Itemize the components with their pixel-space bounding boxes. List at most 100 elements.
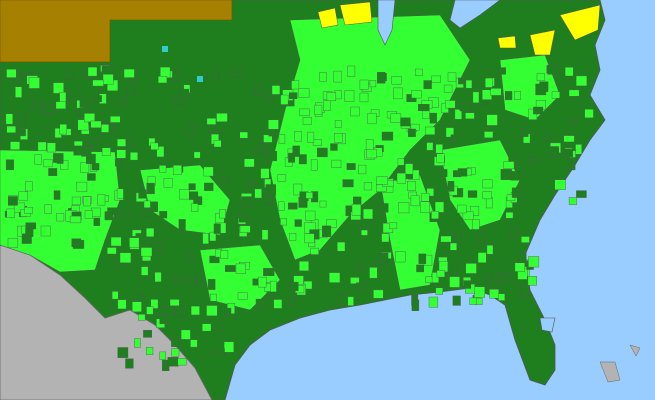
county — [266, 150, 277, 162]
county — [453, 232, 462, 243]
county — [331, 159, 342, 168]
county — [215, 325, 223, 332]
county — [425, 126, 436, 135]
county — [326, 92, 337, 102]
county — [322, 225, 332, 237]
county — [16, 115, 25, 126]
county — [77, 119, 89, 131]
county — [367, 112, 377, 125]
county — [34, 154, 42, 165]
county — [418, 103, 430, 111]
county — [528, 108, 538, 120]
county — [291, 80, 300, 90]
county — [369, 267, 378, 279]
county — [110, 115, 121, 123]
county — [422, 110, 430, 120]
great-lakes — [377, 0, 556, 333]
county — [429, 112, 437, 124]
county — [447, 181, 455, 192]
county — [465, 79, 473, 89]
county — [171, 348, 180, 357]
county — [289, 281, 299, 291]
county — [188, 191, 199, 200]
county — [213, 223, 221, 234]
county — [505, 211, 514, 219]
county — [454, 109, 463, 120]
county — [204, 182, 214, 191]
cyan-mark — [197, 76, 203, 82]
county — [347, 65, 356, 77]
county — [116, 188, 124, 199]
county — [342, 179, 354, 188]
county — [150, 299, 159, 309]
county — [490, 281, 500, 289]
county — [169, 299, 180, 306]
county — [56, 213, 65, 222]
county — [363, 182, 373, 191]
county — [6, 125, 17, 133]
county — [106, 247, 117, 255]
county — [369, 79, 377, 88]
county — [254, 188, 262, 199]
county — [190, 305, 200, 316]
county — [143, 200, 151, 208]
county — [377, 72, 386, 84]
county — [509, 229, 519, 239]
county — [125, 358, 134, 369]
county — [575, 75, 588, 87]
county — [235, 263, 246, 274]
county — [60, 160, 69, 170]
county — [376, 176, 388, 185]
county — [350, 277, 360, 284]
county — [520, 285, 529, 298]
county — [157, 75, 168, 84]
county — [445, 127, 454, 138]
county — [83, 196, 91, 207]
county — [91, 207, 101, 217]
county — [25, 227, 34, 237]
county — [323, 100, 331, 111]
county — [421, 193, 430, 202]
county — [69, 215, 82, 224]
county — [97, 194, 106, 206]
county — [53, 190, 61, 200]
county — [346, 163, 356, 170]
county — [378, 203, 389, 213]
county — [389, 222, 398, 230]
county — [55, 101, 66, 110]
county — [72, 240, 85, 249]
county — [391, 75, 402, 85]
county — [469, 297, 477, 305]
county — [544, 133, 553, 142]
county — [514, 90, 521, 100]
county — [344, 90, 355, 102]
county — [305, 210, 316, 221]
county — [359, 79, 369, 90]
county — [28, 77, 40, 89]
county — [380, 252, 389, 263]
county — [123, 68, 135, 78]
county — [179, 88, 189, 100]
county — [310, 159, 318, 171]
county — [329, 272, 341, 283]
county — [440, 235, 452, 243]
county — [426, 142, 434, 151]
county — [314, 104, 323, 115]
county — [319, 200, 327, 208]
county — [114, 158, 122, 167]
county — [489, 289, 500, 299]
county — [450, 264, 458, 276]
county — [551, 91, 560, 99]
county — [482, 89, 492, 100]
county — [381, 233, 390, 243]
county — [5, 113, 13, 125]
county — [505, 91, 513, 101]
county — [185, 125, 196, 135]
county — [482, 179, 493, 189]
county — [90, 120, 102, 128]
cyan-mark — [162, 46, 168, 52]
county — [428, 296, 439, 308]
county — [271, 85, 281, 95]
county — [84, 113, 95, 123]
county — [374, 261, 382, 272]
